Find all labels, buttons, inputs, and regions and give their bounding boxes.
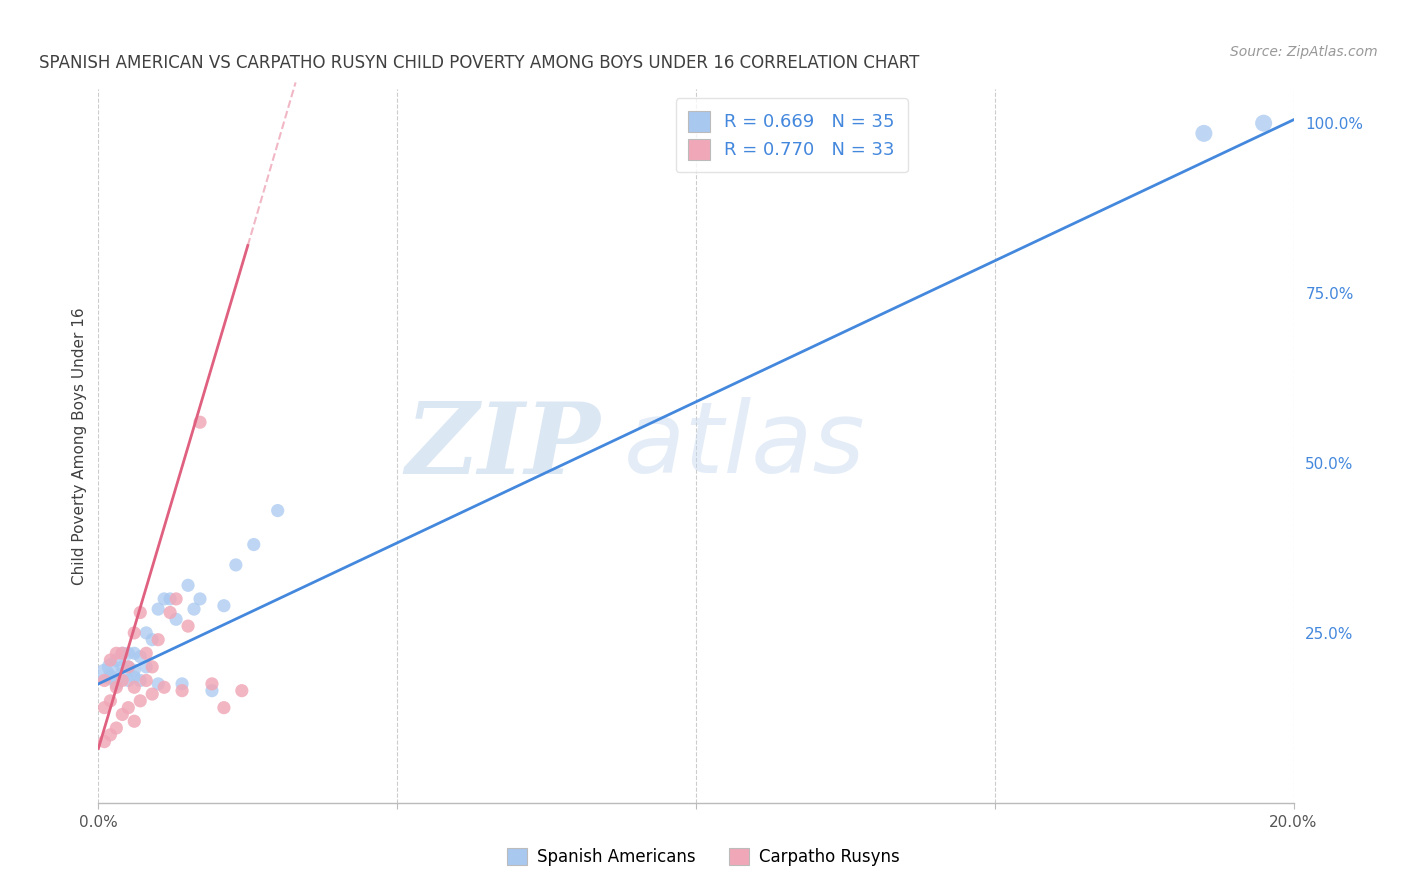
Point: [165, 591, 187, 606]
Point: [135, 646, 157, 660]
Legend: R = 0.669   N = 35, R = 0.770   N = 33: R = 0.669 N = 35, R = 0.770 N = 33: [676, 98, 907, 172]
Point: [159, 606, 181, 620]
Point: [124, 663, 146, 677]
Point: [201, 683, 224, 698]
Point: [117, 660, 139, 674]
Point: [124, 680, 146, 694]
Point: [105, 653, 128, 667]
Point: [135, 660, 157, 674]
Point: [98, 653, 122, 667]
Point: [212, 700, 235, 714]
Point: [1253, 116, 1275, 130]
Point: [105, 721, 128, 735]
Point: [129, 694, 152, 708]
Point: [165, 612, 187, 626]
Point: [188, 591, 211, 606]
Text: SPANISH AMERICAN VS CARPATHO RUSYN CHILD POVERTY AMONG BOYS UNDER 16 CORRELATION: SPANISH AMERICAN VS CARPATHO RUSYN CHILD…: [39, 54, 920, 72]
Point: [124, 714, 146, 729]
Point: [117, 700, 139, 714]
Point: [141, 687, 163, 701]
Point: [111, 646, 134, 660]
Point: [188, 415, 211, 429]
Point: [135, 626, 157, 640]
Point: [124, 626, 146, 640]
Text: ZIP: ZIP: [405, 398, 600, 494]
Point: [124, 646, 146, 660]
Text: atlas: atlas: [624, 398, 866, 494]
Point: [129, 649, 152, 664]
Point: [98, 670, 122, 684]
Point: [111, 660, 134, 674]
Point: [153, 591, 176, 606]
Point: [111, 707, 134, 722]
Point: [93, 700, 115, 714]
Point: [148, 632, 170, 647]
Y-axis label: Child Poverty Among Boys Under 16: Child Poverty Among Boys Under 16: [72, 307, 87, 585]
Point: [105, 680, 128, 694]
Point: [117, 660, 139, 674]
Point: [105, 677, 128, 691]
Point: [98, 660, 122, 674]
Point: [135, 673, 157, 688]
Point: [212, 599, 235, 613]
Point: [98, 694, 122, 708]
Point: [177, 619, 200, 633]
Point: [1192, 127, 1215, 141]
Point: [172, 677, 194, 691]
Point: [201, 677, 224, 691]
Point: [93, 673, 115, 688]
Point: [124, 670, 146, 684]
Point: [148, 602, 170, 616]
Point: [225, 558, 247, 572]
Point: [148, 677, 170, 691]
Point: [267, 503, 290, 517]
Point: [141, 660, 163, 674]
Point: [159, 591, 181, 606]
Point: [111, 646, 134, 660]
Point: [98, 728, 122, 742]
Point: [177, 578, 200, 592]
Point: [183, 602, 205, 616]
Point: [93, 734, 115, 748]
Point: [117, 646, 139, 660]
Point: [172, 683, 194, 698]
Point: [117, 673, 139, 688]
Point: [231, 683, 253, 698]
Point: [243, 537, 266, 551]
Point: [105, 646, 128, 660]
Text: Source: ZipAtlas.com: Source: ZipAtlas.com: [1230, 45, 1378, 59]
Legend: Spanish Americans, Carpatho Rusyns: Spanish Americans, Carpatho Rusyns: [498, 840, 908, 875]
Point: [129, 606, 152, 620]
Point: [141, 632, 163, 647]
Point: [129, 673, 152, 688]
Point: [111, 673, 134, 688]
Point: [93, 666, 115, 681]
Point: [153, 680, 176, 694]
Point: [111, 666, 134, 681]
